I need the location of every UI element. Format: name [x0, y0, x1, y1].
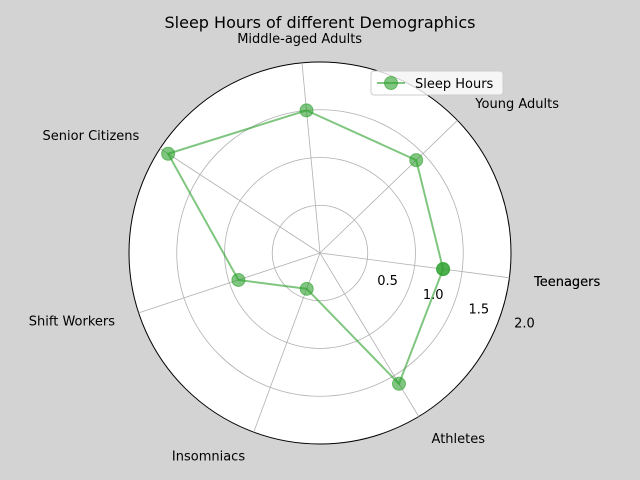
radial-tick-1: 0.5 [377, 274, 398, 289]
data-point-8 [436, 262, 451, 277]
series-line-1 [166, 109, 445, 386]
category-label-2: Young Adults [474, 97, 559, 112]
data-point-7 [391, 376, 406, 391]
category-label-closing: Teenagers [533, 275, 601, 290]
legend-marker [384, 76, 398, 90]
legend-label: Sleep Hours [415, 77, 494, 92]
legend: Sleep Hours [370, 70, 504, 96]
grid-circle-1 [271, 204, 369, 302]
grid-circle-3 [176, 109, 464, 397]
spoke-5 [138, 252, 321, 314]
spoke-1 [319, 252, 510, 279]
radial-tick-3: 1.5 [469, 302, 490, 317]
data-point-6 [299, 281, 314, 296]
category-label-1: Teenagers [533, 275, 601, 290]
data-point-2 [409, 153, 424, 168]
radial-tick-labels: 0.51.01.52.0 [377, 274, 535, 331]
data-point-4 [161, 146, 176, 161]
spoke-3 [301, 62, 321, 254]
category-labels: Teenagers Young Adults Middle-aged Adults S… [29, 32, 601, 464]
category-label-3: Middle-aged Adults [237, 32, 362, 47]
spoke-2 [319, 120, 458, 254]
category-label-4: Senior Citizens [43, 129, 140, 144]
data-point-5 [231, 272, 246, 287]
spoke-4 [159, 148, 321, 254]
legend-frame [370, 70, 504, 96]
series-layer [161, 103, 451, 391]
data-point-3 [299, 103, 314, 118]
category-label-6: Insomniacs [172, 449, 245, 464]
chart-title: Sleep Hours of different Demographics [165, 13, 476, 32]
radial-tick-4: 2.0 [514, 316, 535, 331]
category-label-5: Shift Workers [29, 315, 115, 330]
category-label-7: Athletes [432, 432, 486, 447]
